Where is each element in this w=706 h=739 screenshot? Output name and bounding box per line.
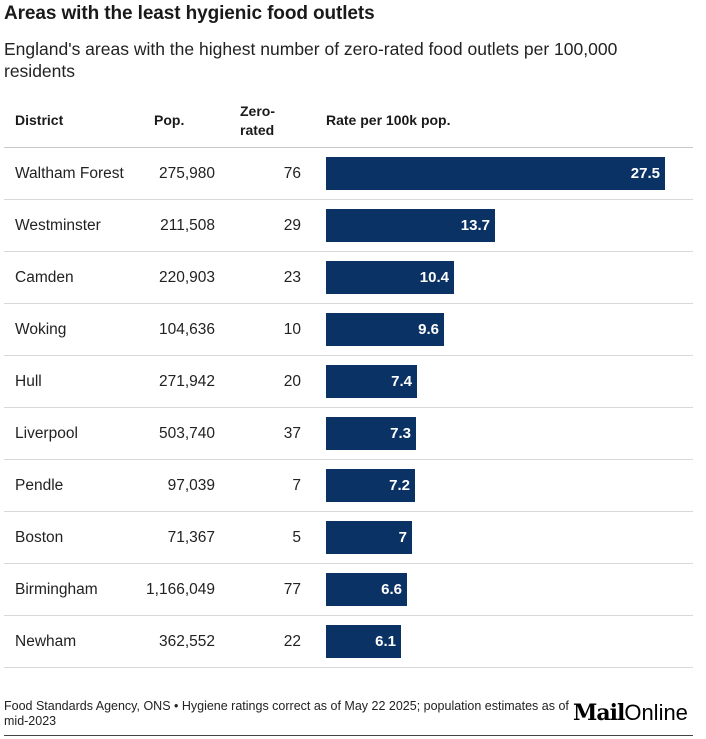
mailonline-logo: MailOnline: [573, 700, 688, 726]
rate-bar-label: 9.6: [418, 321, 439, 338]
cell-zero-rated: 7: [292, 477, 301, 494]
table-row: Boston 71,367 5 7: [0, 512, 706, 564]
rate-bar: 10.4: [326, 261, 454, 294]
cell-zero-rated: 22: [283, 633, 301, 650]
rate-bar: 13.7: [326, 209, 495, 242]
cell-district: Birmingham: [15, 581, 98, 598]
header-zero-rated: Zero-rated: [240, 102, 288, 140]
cell-zero-rated: 23: [283, 269, 301, 286]
rate-bar: 7.4: [326, 365, 417, 398]
row-divider: [4, 459, 693, 460]
rate-bar-label: 7.3: [390, 425, 411, 442]
rate-bar: 7.2: [326, 469, 415, 502]
cell-pop: 97,039: [167, 477, 215, 494]
cell-zero-rated: 5: [292, 529, 301, 546]
logo-online-text: Online: [624, 700, 688, 725]
rate-bar: 27.5: [326, 157, 665, 190]
cell-pop: 220,903: [158, 269, 215, 286]
chart-title: Areas with the least hygienic food outle…: [4, 3, 375, 24]
rate-bar-label: 13.7: [460, 217, 490, 234]
table-row: Woking 104,636 10 9.6: [0, 304, 706, 356]
cell-district: Waltham Forest: [15, 165, 124, 182]
cell-zero-rated: 20: [283, 373, 301, 390]
table-row: Pendle 97,039 7 7.2: [0, 460, 706, 512]
rate-bar: 6.1: [326, 625, 401, 658]
row-divider: [4, 355, 693, 356]
cell-pop: 1,166,049: [146, 581, 215, 598]
row-divider: [4, 615, 693, 616]
cell-zero-rated: 77: [283, 581, 301, 598]
bottom-divider: [4, 735, 693, 736]
table-row: Camden 220,903 23 10.4: [0, 252, 706, 304]
cell-district: Camden: [15, 269, 74, 286]
rate-bar: 7: [326, 521, 412, 554]
cell-pop: 275,980: [158, 165, 215, 182]
rate-bar-label: 7.4: [391, 373, 412, 390]
cell-pop: 503,740: [158, 425, 215, 442]
rate-bar: 7.3: [326, 417, 416, 450]
cell-pop: 211,508: [160, 217, 215, 234]
cell-district: Boston: [15, 529, 64, 546]
cell-zero-rated: 29: [283, 217, 301, 234]
rate-bar-label: 7: [398, 529, 407, 546]
cell-district: Newham: [15, 633, 77, 650]
table-row: Waltham Forest 275,980 76 27.5: [0, 148, 706, 200]
cell-district: Westminster: [15, 217, 101, 234]
cell-zero-rated: 76: [283, 165, 301, 182]
header-pop: Pop.: [154, 112, 185, 128]
cell-district: Pendle: [15, 477, 64, 494]
table-row: Liverpool 503,740 37 7.3: [0, 408, 706, 460]
rate-bar-label: 6.1: [375, 633, 396, 650]
cell-zero-rated: 37: [283, 425, 301, 442]
table-row: Westminster 211,508 29 13.7: [0, 200, 706, 252]
table-row: Hull 271,942 20 7.4: [0, 356, 706, 408]
cell-pop: 104,636: [158, 321, 215, 338]
row-divider: [4, 511, 693, 512]
row-divider: [4, 407, 693, 408]
logo-mail-text: Mail: [573, 700, 625, 726]
cell-district: Woking: [15, 321, 67, 338]
rate-bar: 6.6: [326, 573, 407, 606]
cell-district: Liverpool: [15, 425, 78, 442]
row-divider: [4, 563, 693, 564]
row-divider: [4, 251, 693, 252]
chart-subtitle: England's areas with the highest number …: [4, 39, 618, 81]
cell-pop: 71,367: [167, 529, 215, 546]
rate-bar: 9.6: [326, 313, 444, 346]
cell-pop: 271,942: [158, 373, 215, 390]
header-zero-rated-text: Zero-rated: [240, 103, 275, 138]
header-divider: [4, 147, 693, 148]
row-divider: [4, 199, 693, 200]
table-row: Newham 362,552 22 6.1: [0, 616, 706, 668]
header-district: District: [15, 112, 64, 128]
cell-zero-rated: 10: [283, 321, 301, 338]
rate-bar-label: 27.5: [630, 165, 660, 182]
table-row: Birmingham 1,166,049 77 6.6: [0, 564, 706, 616]
cell-pop: 362,552: [158, 633, 215, 650]
header-rate: Rate per 100k pop.: [326, 112, 451, 128]
cell-district: Hull: [15, 373, 42, 390]
rate-bar-label: 6.6: [381, 581, 402, 598]
source-note: Food Standards Agency, ONS • Hygiene rat…: [4, 699, 569, 728]
rate-bar-label: 10.4: [419, 269, 449, 286]
rate-bar-label: 7.2: [389, 477, 410, 494]
row-divider: [4, 303, 693, 304]
row-divider: [4, 667, 693, 668]
